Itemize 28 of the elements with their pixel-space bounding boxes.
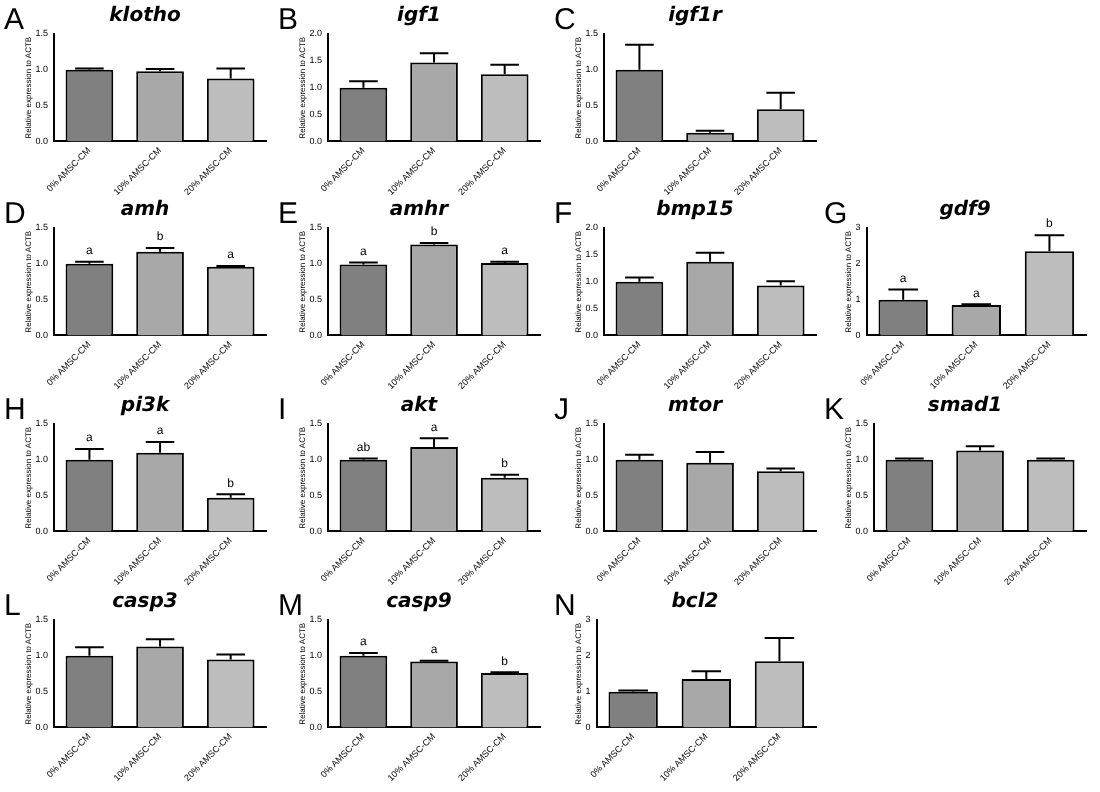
text: M xyxy=(278,589,303,624)
text: I xyxy=(278,393,287,428)
text: J xyxy=(554,393,569,428)
chart-title: mtor xyxy=(667,395,725,418)
chart-title: pi3k xyxy=(118,395,172,418)
text: E xyxy=(278,197,299,232)
text: C xyxy=(554,3,576,38)
text: A xyxy=(4,3,25,38)
text: D xyxy=(4,197,26,232)
chart-title: klotho xyxy=(109,5,181,28)
chart-title: smad1 xyxy=(927,395,1003,418)
text: F xyxy=(554,197,573,232)
chart-title: gdf9 xyxy=(939,199,991,222)
chart-title: bcl2 xyxy=(671,591,719,614)
chart-title: bmp15 xyxy=(656,199,734,222)
chart-title: casp3 xyxy=(112,591,178,614)
text: H xyxy=(4,393,26,428)
text: K xyxy=(824,393,845,428)
chart-title: casp9 xyxy=(386,591,452,614)
chart-title: igf1r xyxy=(668,5,724,28)
chart-title: amhr xyxy=(389,199,451,222)
text: G xyxy=(824,197,848,232)
chart-title: akt xyxy=(400,395,440,418)
chart-title: igf1 xyxy=(397,5,441,28)
text: B xyxy=(278,3,299,38)
text: L xyxy=(4,589,21,624)
chart-title: amh xyxy=(120,199,170,222)
text: N xyxy=(554,589,576,624)
